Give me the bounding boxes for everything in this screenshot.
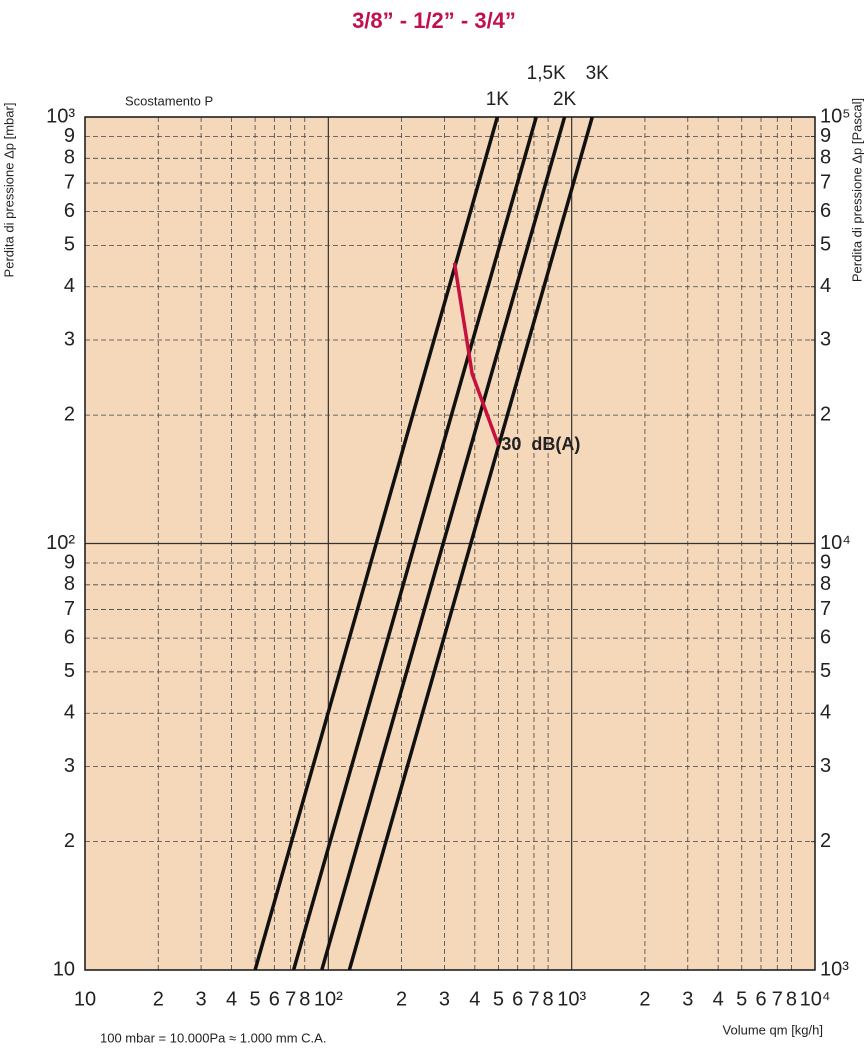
y2-tick-label: 7	[820, 171, 831, 193]
y2-tick-label: 7	[820, 598, 831, 620]
y-tick-label: 5	[64, 660, 75, 682]
y2-tick-label: 3	[820, 328, 831, 350]
y2-tick-label: 3	[820, 755, 831, 777]
y-tick-label: 10²	[46, 532, 75, 554]
x-tick-label: 7	[772, 988, 783, 1010]
y-tick-label: 8	[64, 573, 75, 595]
y-tick-label: 6	[64, 626, 75, 648]
series-header: Scostamento P	[125, 93, 213, 108]
x-tick-label: 6	[512, 988, 523, 1010]
y-tick-label: 10	[53, 958, 75, 980]
y-tick-label: 9	[64, 551, 75, 573]
y-tick-label: 8	[64, 147, 75, 169]
y-tick-label: 7	[64, 598, 75, 620]
y2-axis-title: Perdita di pressione Δp [Pascal]	[849, 98, 864, 282]
x-tick-label: 10	[74, 988, 96, 1010]
x-tick-label: 2	[639, 988, 650, 1010]
series-label: 2K	[553, 89, 577, 110]
y-tick-label: 9	[64, 125, 75, 147]
y2-tick-label: 10⁴	[820, 532, 851, 554]
y-tick-label: 4	[64, 275, 75, 297]
series-line	[253, 116, 500, 971]
series-label: 1K	[486, 89, 510, 110]
y2-tick-label: 6	[820, 200, 831, 222]
y2-tick-label: 8	[820, 147, 831, 169]
x-tick-label: 10³	[557, 988, 586, 1010]
x-tick-label: 5	[250, 988, 261, 1010]
series-line	[291, 116, 538, 971]
y2-tick-label: 5	[820, 660, 831, 682]
y-tick-label: 4	[64, 702, 75, 724]
x-tick-label: 6	[269, 988, 280, 1010]
series-label: 1,5K	[527, 63, 566, 84]
x-tick-label: 6	[755, 988, 766, 1010]
chart-title: 3/8” - 1/2” - 3/4”	[352, 8, 516, 33]
plot-frame	[84, 116, 816, 971]
y-axis-title: Perdita di pressione Δp [mbar]	[1, 103, 16, 278]
x-tick-label: 5	[493, 988, 504, 1010]
y-tick-label: 3	[64, 328, 75, 350]
y2-tick-label: 10³	[820, 958, 849, 980]
y2-tick-label: 4	[820, 275, 831, 297]
y2-tick-label: 2	[820, 830, 831, 852]
x-tick-label: 4	[713, 988, 724, 1010]
y2-tick-label: 4	[820, 702, 831, 724]
y2-tick-label: 2	[820, 403, 831, 425]
x-tick-label: 10²	[314, 988, 343, 1010]
y-tick-label: 5	[64, 234, 75, 256]
series-line	[452, 262, 501, 446]
y2-tick-label: 10⁵	[820, 105, 851, 127]
x-tick-label: 4	[469, 988, 480, 1010]
x-tick-label: 5	[736, 988, 747, 1010]
x-axis-title: Volume qm [kg/h]	[723, 1022, 823, 1037]
y2-tick-label: 8	[820, 573, 831, 595]
y-tick-label: 10³	[46, 105, 75, 127]
x-tick-label: 4	[226, 988, 237, 1010]
y-tick-label: 2	[64, 830, 75, 852]
y2-tick-label: 5	[820, 234, 831, 256]
x-tick-label: 2	[396, 988, 407, 1010]
x-tick-label: 8	[786, 988, 797, 1010]
y-tick-label: 2	[64, 403, 75, 425]
x-tick-label: 8	[299, 988, 310, 1010]
x-tick-label: 7	[285, 988, 296, 1010]
x-tick-label: 10⁴	[800, 988, 831, 1010]
series-label: 30 dB(A)	[501, 434, 580, 454]
footnote: 100 mbar = 10.000Pa ≈ 1.000 mm C.A.	[100, 1030, 326, 1045]
y2-tick-label: 6	[820, 626, 831, 648]
series-line	[320, 116, 567, 971]
x-tick-label: 3	[196, 988, 207, 1010]
y2-tick-label: 9	[820, 551, 831, 573]
series-line	[347, 116, 594, 971]
y-tick-label: 6	[64, 200, 75, 222]
y2-tick-label: 9	[820, 125, 831, 147]
x-tick-label: 8	[543, 988, 554, 1010]
x-tick-label: 2	[153, 988, 164, 1010]
x-tick-label: 3	[439, 988, 450, 1010]
x-tick-label: 3	[682, 988, 693, 1010]
y-tick-label: 3	[64, 755, 75, 777]
series-label: 3K	[586, 63, 610, 84]
x-tick-label: 7	[528, 988, 539, 1010]
y-tick-label: 7	[64, 171, 75, 193]
